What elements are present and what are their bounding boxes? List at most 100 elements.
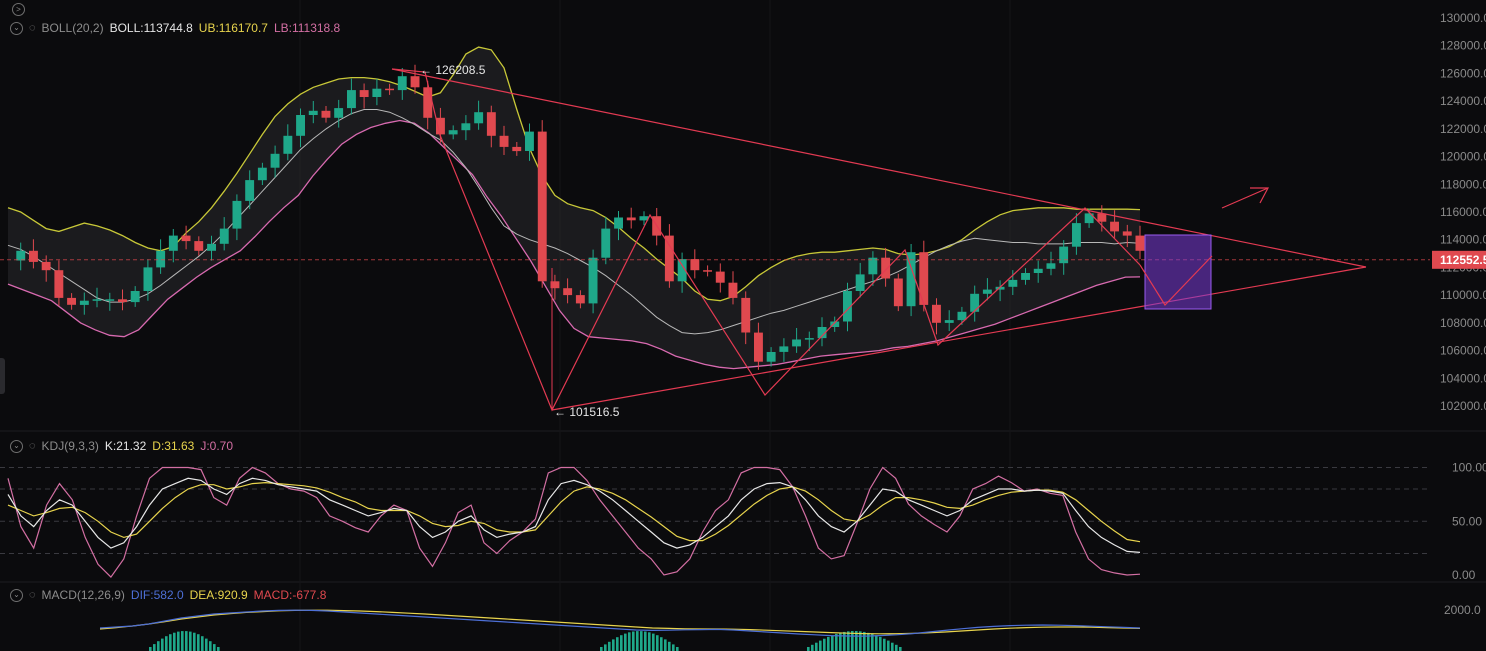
macd-histogram-bar [895,644,898,651]
candle-body [347,90,356,109]
macd-histogram-bar [672,644,675,651]
price-tick-label: 124000.0 [1440,94,1486,108]
boll-legend: ⌄ ◌ BOLL(20,2) BOLL:113744.8 UB:116170.7… [10,19,340,37]
candle-body [1008,279,1018,287]
candle-body [1135,235,1145,251]
candle-body [499,135,509,147]
expand-icon[interactable]: > [12,3,25,16]
macd-histogram-bar [676,647,679,651]
eye-icon[interactable]: ◌ [29,22,36,34]
candle-body [830,321,840,327]
kdj-pane [7,466,1141,579]
macd-histogram-bar [612,639,615,651]
macd-histogram-bar [835,633,838,651]
candle-body [932,304,941,323]
candle-body [1046,263,1056,269]
macd-histogram-bar [875,635,878,651]
candle-body [1110,221,1119,232]
kdj-legend: ⌄ ◌ KDJ(9,3,3) K:21.32 D:31.63 J:0.70 [10,437,233,455]
candle-body [575,295,585,304]
candle-body [614,217,623,229]
current-price-label: 112552.5 [1440,253,1486,267]
macd-histogram-bar [616,637,619,651]
candle-body [143,267,153,291]
candle-body [270,153,280,168]
drawing-overlays[interactable]: ← 126208.5 ← 101516.5 [391,63,1367,419]
candle-body [372,88,382,97]
macd-histogram-bar [173,632,176,651]
price-axis: 130000.0 128000.0 126000.0 124000.0 122000.0… [1432,11,1486,617]
macd-histogram-bar [668,641,671,651]
macd-tick-label: 2000.0 [1444,603,1481,617]
macd-histogram-bar [632,631,635,651]
macd-histogram-bar [859,631,862,651]
candle-body [601,228,611,258]
price-tick-label: 126000.0 [1440,66,1486,80]
candle-body [703,270,712,272]
price-tick-label: 118000.0 [1440,177,1486,191]
candle-body [766,352,776,362]
macd-value: MACD:-677.8 [253,588,327,602]
candle-body [1122,231,1132,236]
eye-icon[interactable]: ◌ [29,589,36,601]
forecast-arrow [1221,187,1269,209]
kdj-tick-label: 0.00 [1452,568,1476,582]
panel-handle[interactable] [0,358,5,394]
macd-histogram-bar [807,647,810,651]
collapse-icon[interactable]: ⌄ [10,588,23,602]
candle-body [1059,246,1069,264]
macd-histogram-bar [213,644,216,651]
candle-body [54,270,64,298]
candle-body [893,278,903,307]
candle-body [868,257,878,275]
candle-body [906,252,916,307]
candle-body [1033,268,1043,273]
collapse-icon[interactable]: ⌄ [10,439,23,453]
macd-histogram-bar [157,641,160,651]
candle-body [588,257,598,304]
candle-body [881,257,891,279]
collapse-icon[interactable]: ⌄ [10,21,23,35]
macd-dif-value: DIF:582.0 [130,588,184,602]
macd-histogram-bar [161,638,164,651]
boll-mid-line [7,109,1141,335]
candle-body [181,235,191,242]
candle-body [982,289,992,294]
kdj-d-value: D:31.63 [152,439,195,453]
current-price-tag [1432,250,1486,269]
macd-histogram-bar [887,640,890,651]
candle-body [970,293,980,312]
candle-body [728,282,738,298]
candle-body [334,108,344,118]
price-tick-label: 130000.0 [1440,11,1486,25]
price-tick-label: 128000.0 [1440,39,1486,53]
candle-body [118,299,127,303]
eye-icon[interactable]: ◌ [29,440,36,452]
candle-body [639,216,649,221]
price-tick-label: 120000.0 [1440,150,1486,164]
macd-histogram-bar [193,632,196,651]
macd-histogram-bar [628,632,631,651]
candle-body [448,130,458,135]
kdj-k-line [7,477,1141,553]
candle-body [1021,273,1030,280]
boll-upper-line [7,46,1141,302]
candle-body [664,235,674,282]
target-box [1144,234,1212,310]
candle-body [16,250,26,261]
macd-histogram-bar [847,631,850,651]
macd-histogram-bar [819,640,822,651]
macd-histogram-bar [815,642,818,651]
price-tick-label: 110000.0 [1440,288,1486,302]
macd-histogram-bar [652,633,655,651]
macd-histogram-bar [879,636,882,651]
candle-body [321,110,331,118]
price-tick-label: 102000.0 [1440,399,1486,413]
candle-body [1084,213,1094,224]
candle-body [919,252,929,305]
candle-body [461,123,471,131]
boll-ub-value: UB:116170.7 [198,21,268,35]
macd-histogram-bar [851,631,854,651]
candle-body [626,217,636,221]
